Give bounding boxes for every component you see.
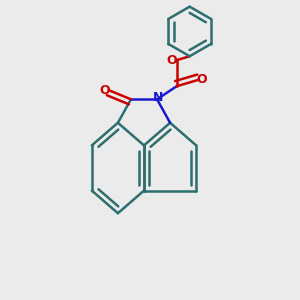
Text: N: N [153, 91, 163, 104]
Text: O: O [166, 54, 176, 67]
Text: O: O [100, 84, 110, 97]
Text: O: O [196, 73, 207, 85]
